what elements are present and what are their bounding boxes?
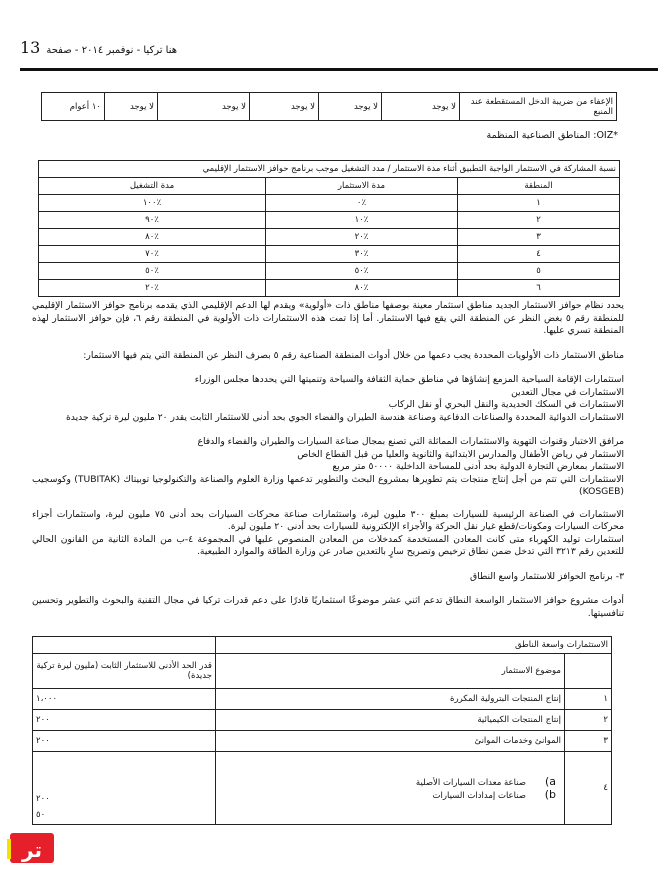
subject: إنتاج المنتجات البترولية المكررة bbox=[215, 688, 565, 710]
regional-incentive-table: نسبة المشاركة في الاستثمار الواجبة التطب… bbox=[38, 160, 620, 297]
list-item: استثمارات توليد الكهرباء متى كانت المعاد… bbox=[32, 533, 624, 558]
empty-cell bbox=[32, 636, 216, 654]
cell: لا يوجد bbox=[104, 92, 158, 121]
min-value: ١،٠٠٠ bbox=[32, 688, 216, 710]
list-item: الاستثمار بمعارض التجارة الدولية بحد أدن… bbox=[332, 461, 624, 472]
min-value: ٢٠٠ bbox=[36, 794, 50, 804]
list-item: الاستثمارات الدوائية المحددة والصناعات ا… bbox=[65, 411, 624, 423]
page-number: 13 bbox=[20, 38, 41, 57]
empty-cell bbox=[564, 653, 612, 689]
min-value: ٢٠٠ bbox=[32, 730, 216, 752]
withholding-tax-table: الإعفاء من ضريبة الدخل المستقطعة عند الم… bbox=[41, 92, 617, 121]
large-scale-investment-table: الاستثمارات واسعة الناطق موضوع الاستثمار… bbox=[32, 636, 612, 825]
publication-logo: تر bbox=[7, 833, 54, 863]
row-label: الإعفاء من ضريبة الدخل المستقطعة عند الم… bbox=[459, 92, 617, 121]
row-number: ٤ bbox=[564, 751, 612, 825]
section-title: ٣- برنامج الحوافز للاستثمار واسع النطاق bbox=[470, 570, 624, 582]
priority-list-2: مرافق الاختبار وقنوات التهوية والاستثمار… bbox=[32, 436, 624, 499]
list-item: استثمارات الإقامة السياحية المزمع إنشاؤه… bbox=[194, 374, 624, 385]
row-number: ١ bbox=[564, 688, 612, 710]
list-item: مرافق الاختبار وقنوات التهوية والاستثمار… bbox=[197, 436, 624, 447]
table-row: ٥ ٪٥٠ ٪٥٠ bbox=[38, 262, 620, 280]
paragraph: يحدد نظام حوافز الاستثمار الجديد مناطق ا… bbox=[32, 300, 625, 336]
paragraph: أدوات مشروع حوافز الاستثمار الواسعة النط… bbox=[32, 595, 624, 619]
table-row: الإعفاء من ضريبة الدخل المستقطعة عند الم… bbox=[41, 92, 617, 121]
list-item: الاستثمار في رياض الأطفال والمدارس الابت… bbox=[297, 448, 624, 460]
oiz-footnote: *OIZ: المناطق الصناعية المنظمة bbox=[486, 130, 618, 141]
subject: الموانئ وخدمات الموانئ bbox=[215, 730, 565, 752]
cell: لا يوجد bbox=[381, 92, 460, 121]
min-value: ٢٠٠ bbox=[32, 709, 216, 731]
table-row: ٣ ٪٢٠ ٪٨٠ bbox=[38, 228, 620, 246]
table-row: ٤ a) صناعة معدات السيارات الأصلية b) صناعا… bbox=[32, 751, 612, 825]
cell: لا يوجد bbox=[157, 92, 250, 121]
subject: إنتاج المنتجات الكيميائية bbox=[215, 709, 565, 731]
page-header: 13 هنا تركيا - نوفمبر ٢٠١٤ - صفحة bbox=[20, 38, 177, 57]
list-item: الاستثمارات التي تتم من أجل إنتاج منتجات… bbox=[32, 473, 624, 498]
body-text: يحدد نظام حوافز الاستثمار الجديد مناطق ا… bbox=[32, 300, 624, 620]
cell: لا يوجد bbox=[249, 92, 319, 121]
item-label: b) bbox=[544, 788, 556, 801]
list-item: الاستثمارات في السكك الحديدية والنقل الب… bbox=[388, 399, 624, 410]
min-value: ٥٠ bbox=[36, 810, 46, 820]
header-rule bbox=[20, 68, 658, 71]
paragraph: مناطق الاستثمار ذات الأولويات المحددة يج… bbox=[83, 349, 624, 361]
table-row: ٢ ٪١٠ ٪٩٠ bbox=[38, 211, 620, 229]
table-caption: الاستثمارات واسعة الناطق bbox=[215, 636, 612, 654]
cell: ١٠ أعوام bbox=[41, 92, 105, 121]
item-label: a) bbox=[544, 775, 556, 788]
cell: ٪٢٠ bbox=[38, 279, 266, 297]
table-header-row: موضوع الاستثمار قدر الحد الأدنى للاستثما… bbox=[32, 653, 612, 689]
list-item: الاستثمارات في مجال التعدين bbox=[511, 386, 624, 398]
table-row: ١ ٪٠ ٪١٠٠ bbox=[38, 194, 620, 212]
table-row: ١ إنتاج المنتجات البترولية المكررة ١،٠٠٠ bbox=[32, 688, 612, 710]
header-title: هنا تركيا - نوفمبر ٢٠١٤ - صفحة bbox=[46, 45, 178, 56]
table-row: ٣ الموانئ وخدمات الموانئ ٢٠٠ bbox=[32, 730, 612, 752]
logo-text: تر bbox=[22, 838, 42, 862]
column-header: موضوع الاستثمار bbox=[215, 653, 565, 689]
cell: ٦ bbox=[457, 279, 620, 297]
priority-list-3: الاستثمارات في الصناعة الرئيسية للسيارات… bbox=[32, 509, 624, 559]
subject: صناعة معدات السيارات الأصلية bbox=[415, 778, 526, 788]
priority-list-1: استثمارات الإقامة السياحية المزمع إنشاؤه… bbox=[32, 374, 624, 424]
table-row: ٦ ٪٨٠ ٪٢٠ bbox=[38, 279, 620, 297]
row-number: ٣ bbox=[564, 730, 612, 752]
subject: صناعات إمدادات السيارات bbox=[432, 791, 526, 801]
cell: لا يوجد bbox=[318, 92, 382, 121]
table-row: ٢ إنتاج المنتجات الكيميائية ٢٠٠ bbox=[32, 709, 612, 731]
cell: ٪٨٠ bbox=[265, 279, 458, 297]
list-item: الاستثمارات في الصناعة الرئيسية للسيارات… bbox=[32, 508, 624, 533]
column-header: قدر الحد الأدنى للاستثمار الثابت (مليون … bbox=[32, 653, 216, 689]
row-number: ٢ bbox=[564, 709, 612, 731]
